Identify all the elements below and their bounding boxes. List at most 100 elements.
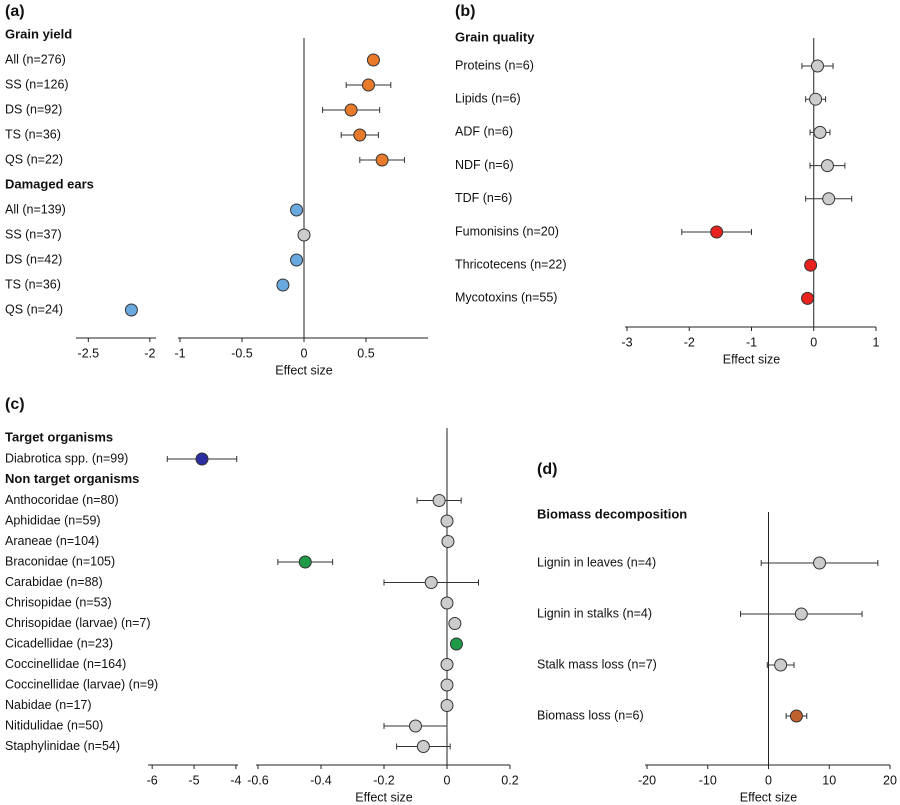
panel-label: (a)	[5, 3, 25, 20]
row-label: Lignin in stalks (n=4)	[537, 606, 652, 620]
x-axis-label: Effect size	[275, 363, 332, 377]
row-label: Coccinellidae (larvae) (n=9)	[5, 677, 158, 691]
x-axis-label: Effect size	[740, 790, 797, 804]
effect-point	[449, 637, 463, 651]
effect-point	[195, 452, 209, 466]
x-tick-label: -2	[144, 346, 155, 360]
effect-point	[276, 278, 290, 292]
row-label: Anthocoridae (n=80)	[5, 493, 119, 507]
x-tick-label: 20	[883, 773, 897, 787]
effect-point	[813, 125, 827, 139]
effect-point	[366, 53, 380, 67]
row-label: Carabidae (n=88)	[5, 575, 103, 589]
row-label: TS (n=36)	[5, 277, 61, 291]
effect-point	[440, 514, 454, 528]
effect-point	[448, 617, 462, 630]
panel-label: (b)	[455, 3, 475, 20]
row-label: Chrisopidae (n=53)	[5, 595, 112, 609]
row-label: SS (n=37)	[5, 227, 62, 241]
row-label: Coccinellidae (n=164)	[5, 657, 126, 671]
effect-point	[409, 719, 422, 733]
effect-point	[810, 59, 824, 73]
group-heading: Non target organisms	[5, 471, 139, 486]
effect-point	[290, 253, 304, 267]
row-label: Mycotoxins (n=55)	[455, 291, 557, 305]
x-tick-label: -10	[699, 773, 717, 787]
x-tick-label: 1	[873, 335, 880, 349]
x-tick-label: -2.5	[78, 346, 100, 360]
row-label: Braconidae (n=105)	[5, 554, 115, 568]
effect-point	[440, 658, 454, 671]
effect-point	[789, 709, 803, 723]
x-tick-label: -4	[230, 773, 241, 787]
x-tick-label: -5	[188, 773, 199, 787]
effect-point	[710, 225, 724, 239]
row-label: TS (n=36)	[5, 127, 61, 141]
effect-point	[801, 291, 815, 305]
x-tick-label: -1	[746, 335, 757, 349]
effect-point	[298, 555, 312, 569]
x-tick-label: -1	[174, 346, 185, 360]
effect-point	[416, 740, 430, 753]
row-label: NDF (n=6)	[455, 158, 514, 172]
row-label: DS (n=42)	[5, 252, 62, 266]
row-label: Proteins (n=6)	[455, 58, 534, 72]
effect-point	[804, 258, 818, 272]
group-heading: Grain quality	[455, 29, 535, 44]
effect-point	[440, 699, 454, 712]
effect-point	[290, 203, 304, 217]
effect-point	[813, 556, 827, 570]
row-label: QS (n=24)	[5, 302, 63, 316]
row-label: Nitidulidae (n=50)	[5, 718, 103, 732]
row-label: QS (n=22)	[5, 152, 63, 166]
effect-point	[794, 607, 808, 621]
row-label: All (n=276)	[5, 52, 66, 66]
x-tick-label: -6	[147, 773, 158, 787]
row-label: Cicadellidae (n=23)	[5, 636, 113, 650]
effect-point	[124, 303, 138, 317]
row-label: Fumonisins (n=20)	[455, 224, 559, 238]
x-tick-label: -0.4	[310, 773, 332, 787]
x-axis-label: Effect size	[355, 790, 412, 804]
x-tick-label: -0.5	[231, 346, 253, 360]
effect-point	[441, 535, 455, 548]
effect-point	[344, 103, 358, 117]
x-tick-label: -3	[621, 335, 632, 349]
row-label: Thricotecens (n=22)	[455, 257, 567, 271]
x-tick-label: 0.2	[501, 773, 518, 787]
effect-point	[424, 576, 438, 589]
row-label: ADF (n=6)	[455, 125, 513, 139]
row-label: Chrisopidae (larvae) (n=7)	[5, 616, 151, 630]
row-label: Staphylinidae (n=54)	[5, 739, 120, 753]
effect-point	[440, 596, 454, 610]
group-heading: Damaged ears	[5, 176, 94, 191]
effect-point	[297, 228, 311, 242]
x-axis-label: Effect size	[723, 352, 780, 366]
effect-point	[440, 678, 454, 692]
x-tick-label: -0.2	[373, 773, 395, 787]
effect-point	[809, 92, 823, 106]
row-label: Diabrotica spp. (n=99)	[5, 451, 128, 465]
group-heading: Target organisms	[5, 429, 113, 444]
row-label: TDF (n=6)	[455, 191, 512, 205]
row-label: Araneae (n=104)	[5, 534, 99, 548]
x-tick-label: -2	[684, 335, 695, 349]
row-label: Stalk mass loss (n=7)	[537, 657, 657, 671]
row-label: Lipids (n=6)	[455, 91, 521, 105]
effect-point	[820, 159, 834, 173]
effect-point	[375, 153, 389, 167]
effect-point	[822, 192, 836, 206]
effect-point	[432, 494, 446, 507]
row-label: DS (n=92)	[5, 102, 62, 116]
row-label: Biomass loss (n=6)	[537, 708, 644, 722]
x-tick-label: 0	[444, 773, 451, 787]
row-label: SS (n=126)	[5, 77, 69, 91]
row-label: Lignin in leaves (n=4)	[537, 555, 656, 569]
row-label: Nabidae (n=17)	[5, 698, 92, 712]
x-tick-label: -20	[638, 773, 656, 787]
x-tick-label: 10	[822, 773, 836, 787]
x-tick-label: 0	[810, 335, 817, 349]
row-label: All (n=139)	[5, 202, 66, 216]
effect-point	[774, 658, 788, 672]
panel-label: (c)	[5, 396, 25, 413]
